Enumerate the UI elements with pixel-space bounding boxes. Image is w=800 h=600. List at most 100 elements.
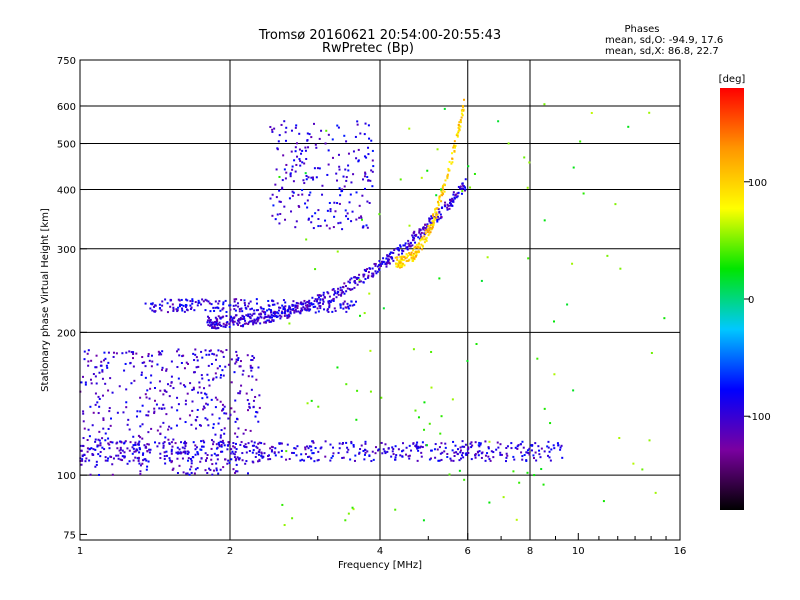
echo-point xyxy=(262,307,265,310)
echo-point xyxy=(473,172,476,175)
echo-point xyxy=(307,455,310,458)
echo-point xyxy=(333,293,336,296)
echo-point xyxy=(360,215,363,218)
echo-point xyxy=(336,202,339,205)
echo-point xyxy=(397,248,400,251)
echo-point xyxy=(146,389,149,392)
echo-point xyxy=(309,191,312,194)
echo-point xyxy=(456,448,459,451)
echo-point xyxy=(456,195,459,198)
echo-point xyxy=(306,402,309,405)
echo-point xyxy=(337,153,340,156)
echo-point xyxy=(208,467,211,470)
echo-point xyxy=(210,324,213,327)
echo-point xyxy=(363,312,366,315)
echo-point xyxy=(540,447,543,450)
echo-point xyxy=(410,449,413,452)
echo-point xyxy=(84,381,87,384)
echo-point xyxy=(233,456,236,459)
echo-point xyxy=(144,376,147,379)
echo-point xyxy=(379,262,382,265)
echo-point xyxy=(412,236,415,239)
echo-point xyxy=(298,132,301,135)
echo-point xyxy=(457,123,460,126)
echo-point xyxy=(137,443,140,446)
echo-point xyxy=(183,367,186,370)
echo-point xyxy=(378,268,381,271)
echo-point xyxy=(153,305,156,308)
echo-point xyxy=(363,133,366,136)
echo-point xyxy=(423,428,426,431)
echo-point xyxy=(139,448,142,451)
echo-point xyxy=(412,231,415,234)
echo-point xyxy=(269,197,272,200)
echo-point xyxy=(95,463,98,466)
echo-point xyxy=(464,188,467,191)
echo-point xyxy=(407,455,410,458)
echo-point xyxy=(210,398,213,401)
echo-point xyxy=(408,252,411,255)
echo-point xyxy=(243,301,246,304)
echo-point xyxy=(527,257,530,260)
echo-point xyxy=(532,454,535,457)
echo-point xyxy=(81,375,84,378)
echo-point xyxy=(272,204,275,207)
echo-point xyxy=(221,441,224,444)
echo-point xyxy=(186,299,189,302)
echo-point xyxy=(189,457,192,460)
echo-point xyxy=(163,407,166,410)
echo-point xyxy=(490,450,493,453)
echo-point xyxy=(417,416,420,419)
echo-point xyxy=(383,450,386,453)
echo-point xyxy=(267,458,270,461)
echo-point xyxy=(459,121,462,124)
echo-point xyxy=(160,407,163,410)
echo-point xyxy=(139,464,142,467)
echo-point xyxy=(125,401,128,404)
echo-point xyxy=(122,411,125,414)
echo-point xyxy=(252,323,255,326)
echo-point xyxy=(423,241,426,244)
echo-point xyxy=(166,302,169,305)
echo-point xyxy=(281,310,284,313)
echo-point xyxy=(324,440,327,443)
echo-point xyxy=(234,450,237,453)
echo-point xyxy=(214,406,217,409)
echo-point xyxy=(310,176,313,179)
echo-point xyxy=(319,307,322,310)
echo-point xyxy=(279,212,282,215)
echo-point xyxy=(291,451,294,454)
echo-point xyxy=(446,174,449,177)
echo-point xyxy=(170,448,173,451)
echo-point xyxy=(518,481,521,484)
echo-point xyxy=(275,168,278,171)
echo-point xyxy=(258,448,261,451)
echo-point xyxy=(281,187,284,190)
echo-point xyxy=(108,443,111,446)
echo-point xyxy=(478,450,481,453)
echo-point xyxy=(345,140,348,143)
echo-point xyxy=(354,276,357,279)
echo-point xyxy=(223,432,226,435)
echo-point xyxy=(201,397,204,400)
echo-point xyxy=(248,450,251,453)
echo-point xyxy=(350,181,353,184)
echo-point xyxy=(329,300,332,303)
echo-point xyxy=(301,458,304,461)
echo-point xyxy=(211,473,214,476)
echo-point xyxy=(210,447,213,450)
echo-point xyxy=(520,451,523,454)
echo-point xyxy=(333,290,336,293)
chart-subtitle: RwPretec (Bp) xyxy=(322,41,414,56)
echo-point xyxy=(208,321,211,324)
echo-point xyxy=(240,299,243,302)
echo-point xyxy=(317,458,320,461)
echo-point xyxy=(340,289,343,292)
echo-point xyxy=(268,319,271,322)
echo-point xyxy=(353,286,356,289)
echo-point xyxy=(420,451,423,454)
echo-point xyxy=(411,234,414,237)
echo-point xyxy=(138,446,141,449)
echo-point xyxy=(284,218,287,221)
echo-point xyxy=(159,452,162,455)
